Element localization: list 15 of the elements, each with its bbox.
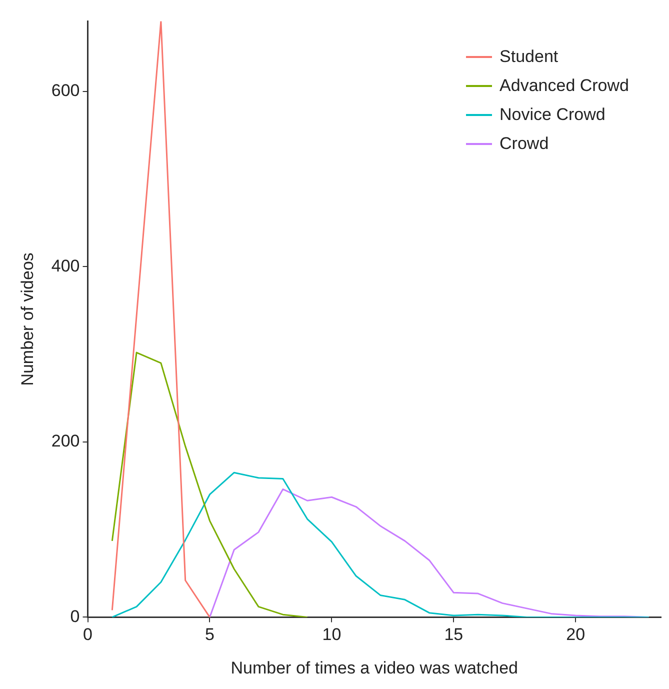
x-tick-label: 10: [322, 625, 342, 644]
legend-label: Crowd: [500, 134, 549, 154]
y-tick-label: 0: [70, 606, 80, 626]
y-tick-label: 200: [51, 432, 80, 451]
x-tick-label: 5: [204, 625, 214, 644]
x-tick-label: 15: [444, 625, 464, 644]
y-tick-label: 400: [51, 256, 80, 276]
y-axis-title: Number of videos: [18, 252, 37, 386]
legend-label: Advanced Crowd: [500, 76, 629, 96]
y-tick-label: 600: [51, 81, 80, 100]
x-axis-title: Number of times a video was watched: [230, 658, 518, 678]
legend-label: Novice Crowd: [500, 104, 606, 124]
x-tick-label: 20: [566, 625, 586, 644]
x-tick-label: 0: [83, 625, 92, 644]
legend-label: Student: [500, 46, 558, 66]
